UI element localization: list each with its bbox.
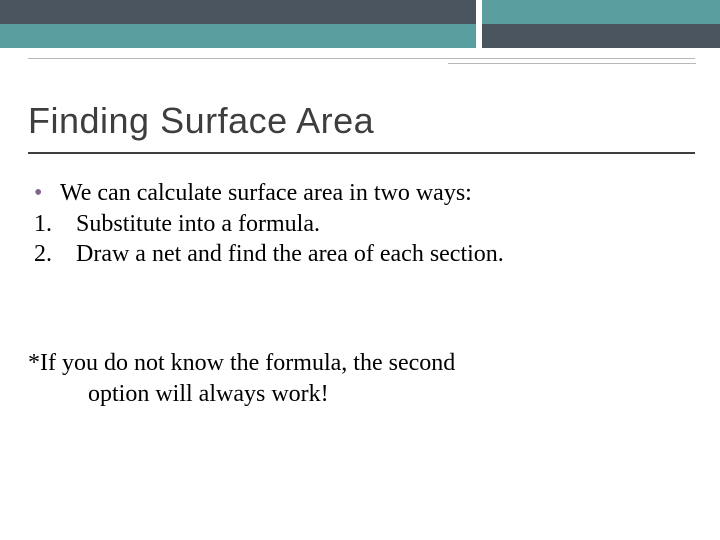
band-row-2: [0, 24, 720, 48]
title-underline: [28, 152, 695, 154]
horizontal-rule: [28, 58, 695, 59]
list-number: 1.: [28, 209, 76, 240]
bullet-line: • We can calculate surface area in two w…: [28, 178, 680, 209]
band-dark-segment: [0, 0, 476, 24]
list-text: Draw a net and find the area of each sec…: [76, 239, 504, 270]
list-text: Substitute into a formula.: [76, 209, 320, 240]
list-number: 2.: [28, 239, 76, 270]
band-teal-segment: [482, 0, 720, 24]
band-teal-segment: [0, 24, 476, 48]
note-text: *If you do not know the formula, the sec…: [28, 348, 680, 409]
note-line-1: *If you do not know the formula, the sec…: [28, 350, 455, 376]
list-item: 2. Draw a net and find the area of each …: [28, 239, 680, 270]
band-dark-segment: [482, 24, 720, 48]
body-text: • We can calculate surface area in two w…: [28, 178, 680, 270]
note-line-2: option will always work!: [28, 379, 680, 410]
slide-title: Finding Surface Area: [28, 100, 374, 142]
bullet-dot-icon: •: [28, 178, 60, 209]
top-decoration: [0, 0, 720, 48]
slide: Finding Surface Area • We can calculate …: [0, 0, 720, 540]
bullet-intro-text: We can calculate surface area in two way…: [60, 178, 472, 209]
band-row-1: [0, 0, 720, 24]
list-item: 1. Substitute into a formula.: [28, 209, 680, 240]
horizontal-rule-short: [448, 63, 696, 64]
